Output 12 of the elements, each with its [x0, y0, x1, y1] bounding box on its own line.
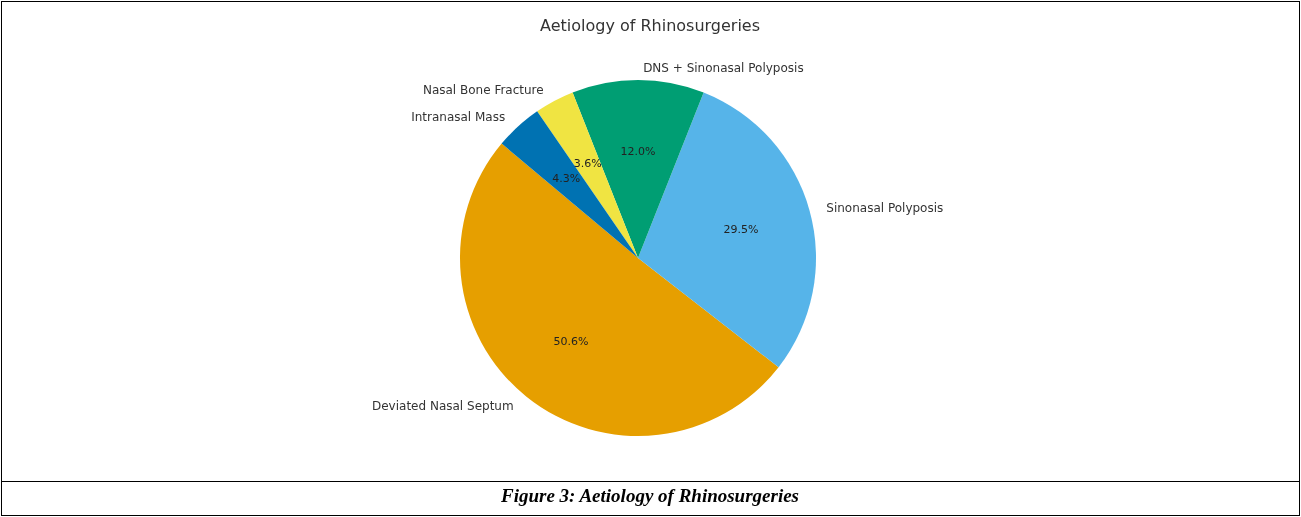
slice-label: DNS + Sinonasal Polyposis [643, 61, 804, 75]
data-label: 4.3% [552, 172, 581, 186]
slice-label: Intranasal Mass [411, 110, 506, 125]
data-label: 3.6% [573, 157, 602, 171]
slice-label: Sinonasal Polyposis [826, 200, 944, 215]
slice-label: Nasal Bone Fracture [422, 83, 544, 98]
chart-title: Aetiology of Rhinosurgeries [539, 15, 761, 35]
caption: Figure 3: Aetiology of Rhinosurgeries [499, 485, 800, 507]
slice-label: Deviated Nasal Septum [371, 398, 514, 413]
data-label: 29.5% [723, 223, 759, 237]
data-label: 50.6% [553, 334, 589, 348]
data-label: 12.0% [620, 144, 656, 158]
